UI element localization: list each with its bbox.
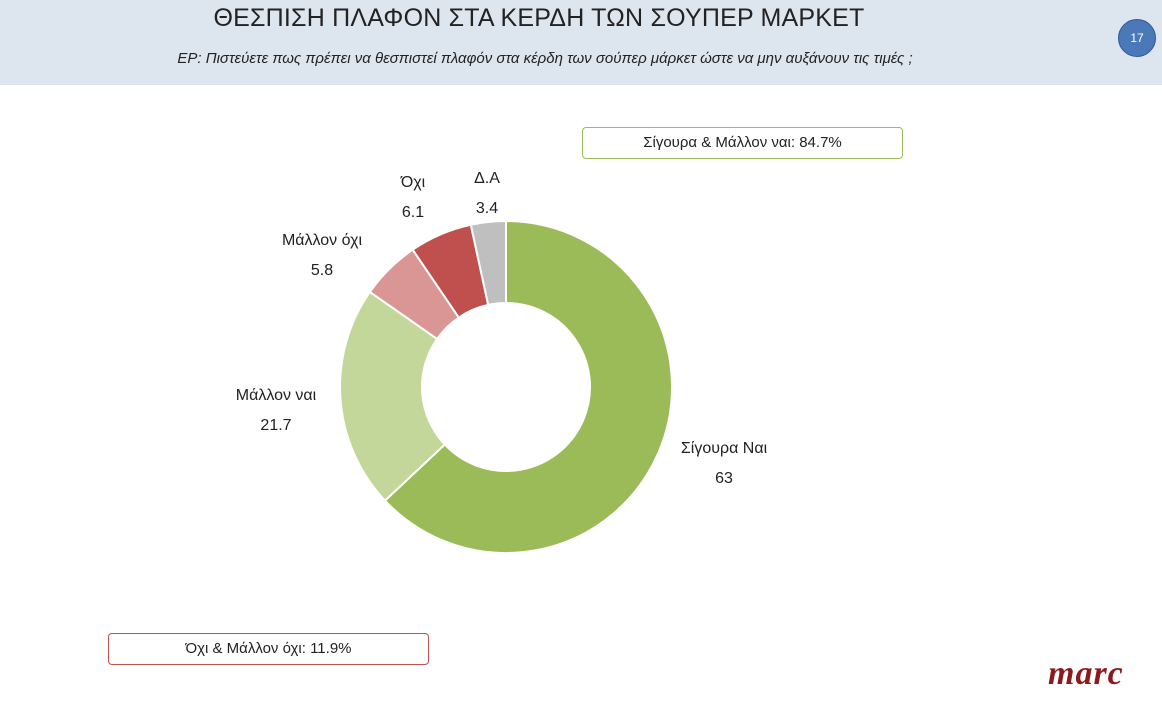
donut-slice-5 [469, 219, 507, 307]
header-bar: ΘΕΣΠΙΣΗ ΠΛΑΦΟΝ ΣΤΑ ΚΕΡΔΗ ΤΩΝ ΣΟΥΠΕΡ ΜΑΡΚ… [0, 0, 1162, 85]
slice-value-label: 21.7 [260, 417, 291, 434]
slice-value-label: 3.4 [476, 200, 498, 217]
donut-slice-1 [383, 219, 673, 554]
marc-logo: marc [1048, 655, 1124, 692]
donut-slices [339, 219, 673, 554]
yes-total-callout: Σίγουρα & Μάλλον ναι: 84.7% [582, 127, 903, 159]
slice-labels: Σίγουρα Ναι 63 Μάλλον ναι 21.7 Μάλλον όχι 5.8… [236, 170, 768, 487]
slice-category-label: Όχι [400, 174, 426, 191]
slice-value-label: 6.1 [402, 204, 424, 221]
slice-value-label: 5.8 [311, 262, 333, 279]
slice-category-label: Σίγουρα Ναι [681, 440, 768, 457]
slice-value-label: 63 [715, 470, 733, 487]
slice-category-label: Μάλλον όχι [282, 232, 363, 249]
question-subtitle: ΕΡ: Πιστεύετε πως πρέπει να θεσπιστεί πλ… [177, 50, 913, 67]
slice-category-label: Μάλλον ναι [236, 387, 317, 404]
no-total-callout: Όχι & Μάλλον όχι: 11.9% [108, 633, 429, 665]
page-number-badge: 17 [1118, 19, 1156, 57]
donut-slice-2 [339, 290, 447, 503]
slice-category-label: Δ.Α [474, 170, 500, 187]
page-title: ΘΕΣΠΙΣΗ ΠΛΑΦΟΝ ΣΤΑ ΚΕΡΔΗ ΤΩΝ ΣΟΥΠΕΡ ΜΑΡΚ… [213, 4, 865, 32]
